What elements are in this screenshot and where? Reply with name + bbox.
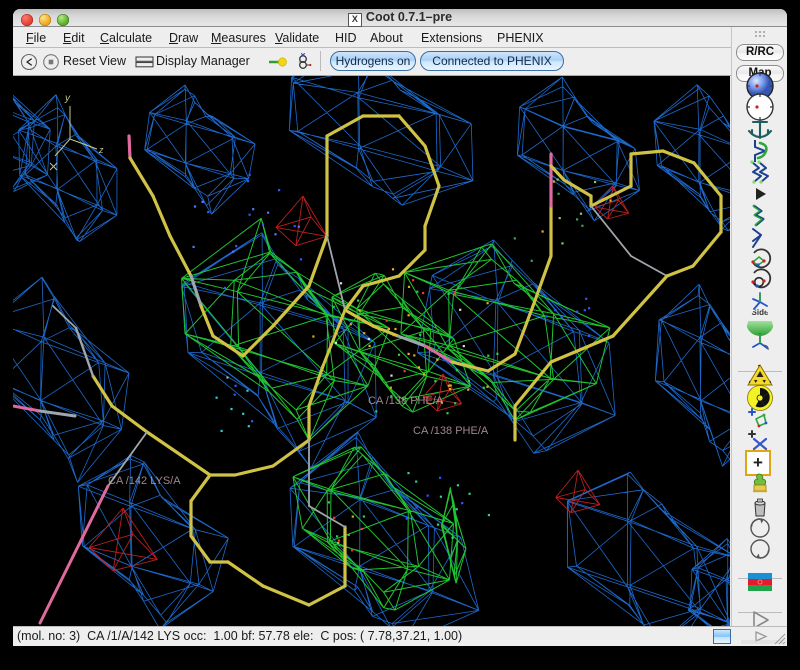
svg-text:CA /142 LYS/A: CA /142 LYS/A xyxy=(108,475,181,487)
svg-text:z: z xyxy=(98,145,104,155)
svg-text:CA /138 PHE/A: CA /138 PHE/A xyxy=(368,395,444,407)
svg-text:y: y xyxy=(64,93,71,104)
svg-text:CA /138 PHE/A: CA /138 PHE/A xyxy=(413,425,489,437)
